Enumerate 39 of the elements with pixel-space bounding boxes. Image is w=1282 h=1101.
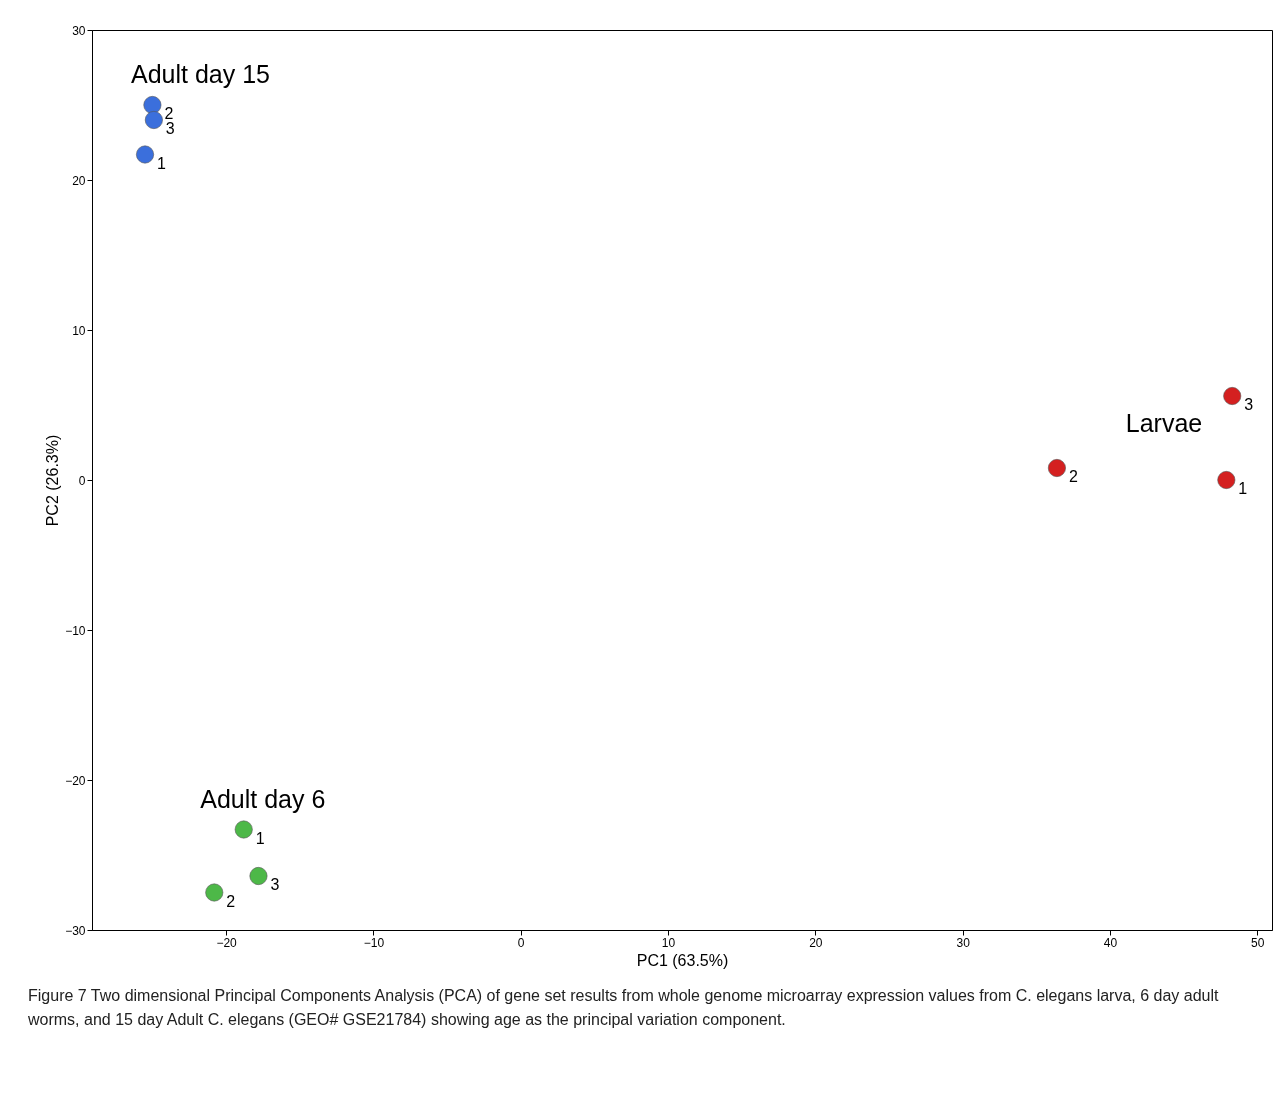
annotation: 2 [1068, 468, 1078, 485]
x-tick-label: 10 [661, 935, 676, 950]
y-tick-label: 10 [72, 323, 86, 338]
series-label: Adult day 15 [131, 60, 271, 88]
series-label: Larvae [1125, 409, 1203, 437]
point [1047, 459, 1066, 477]
annotation: 1 [157, 154, 167, 172]
point [143, 96, 162, 114]
y-tick-label: 0 [78, 473, 86, 488]
x-axis-title: PC1 (63.5%) [636, 951, 729, 969]
y-tick-label: −10 [65, 623, 86, 638]
annotation: 1 [1238, 480, 1248, 497]
x-tick-label: −10 [363, 935, 385, 950]
annotation: 2 [164, 105, 174, 122]
x-tick-label: 20 [809, 935, 823, 950]
point [144, 111, 163, 129]
y-tick-label: 20 [72, 173, 86, 188]
annotation: 3 [165, 120, 175, 137]
x-tick-label: 50 [1251, 935, 1265, 950]
point [136, 145, 154, 164]
y-tick-label: −30 [65, 923, 86, 938]
annotation: 3 [270, 876, 280, 893]
point [205, 883, 224, 902]
caption: Figure 7 Two dimensional Principal Components Analysis (PCA) of gene set results from whole genome microarray expression values from C. elegans larva, 6 day adult worms, and 15 day Adult C. elegans (GEO# GSE21784) showing age as the principal variation component. [28, 986, 1220, 1030]
x-tick-label: −20 [216, 935, 238, 950]
series-label: Adult day 6 [200, 784, 326, 813]
x-tick-label: 0 [517, 935, 525, 950]
point [1223, 387, 1242, 405]
point [234, 820, 253, 839]
annotation: 3 [1244, 396, 1254, 413]
x-tick-label: 30 [956, 935, 971, 950]
point [249, 867, 268, 885]
y-tick-label: −20 [65, 773, 86, 788]
y-axis-title: PC2 (26.3%) [44, 434, 62, 527]
y-tick-label: 30 [72, 23, 86, 38]
point [1217, 471, 1236, 489]
x-tick-label: 40 [1103, 935, 1118, 950]
annotation: 1 [255, 829, 265, 847]
annotation: 2 [226, 892, 236, 910]
